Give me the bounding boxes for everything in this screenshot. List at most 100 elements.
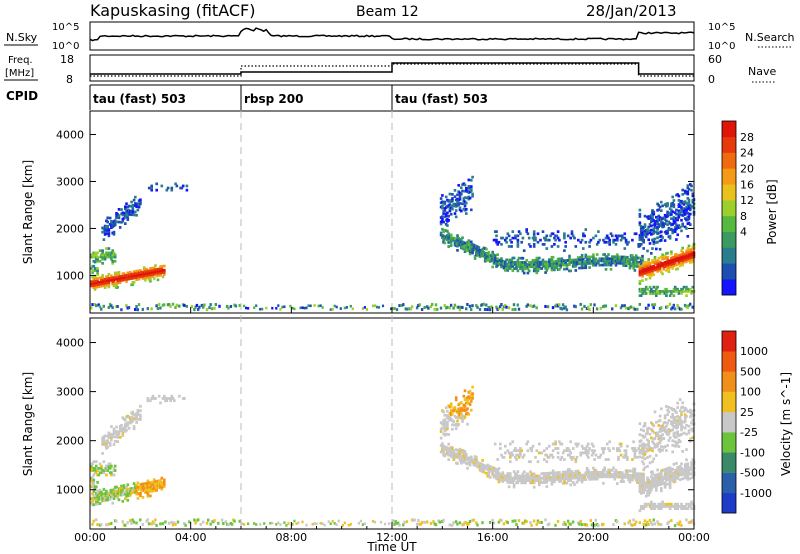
power-ground-cell — [502, 305, 506, 309]
power-cell — [160, 267, 164, 270]
velocity-cell — [126, 494, 130, 498]
power-cell — [535, 271, 539, 275]
power-cell — [101, 276, 104, 279]
power-cell — [670, 261, 673, 264]
velocity-cell — [633, 476, 637, 480]
power-cell — [668, 294, 672, 297]
velocity-ground-cell — [666, 522, 669, 526]
velocity-ground-cell — [657, 522, 660, 526]
power-cell — [110, 251, 113, 255]
power-cell — [602, 259, 605, 263]
power-cell — [517, 230, 521, 233]
power-cell — [476, 249, 479, 253]
velocity-ground-cell — [263, 522, 266, 525]
velocity-cell — [463, 389, 467, 393]
power-cell — [602, 253, 605, 256]
power-cell — [505, 236, 508, 240]
power-ground-cell — [501, 308, 504, 311]
power-ground-cell — [125, 304, 128, 308]
power-cell — [93, 288, 97, 291]
power-cell — [470, 178, 473, 182]
power-cell — [495, 238, 498, 242]
power-cell — [470, 189, 473, 193]
power-cell — [473, 248, 477, 252]
power-cell — [671, 195, 674, 199]
power-cell — [658, 267, 662, 270]
power-cell — [681, 188, 684, 192]
velocity-cell — [160, 487, 164, 491]
velocity-cell — [575, 472, 579, 475]
velocity-cell — [453, 456, 457, 460]
power-cell — [648, 231, 652, 235]
power-ground-cell — [169, 304, 172, 308]
velocity-cell — [559, 458, 562, 461]
velocity-cell — [680, 410, 683, 414]
power-ground-cell — [135, 305, 138, 309]
velocity-colorbar-swatch — [722, 492, 736, 514]
velocity-ground-cell — [129, 519, 132, 523]
velocity-cell — [462, 454, 466, 457]
power-ground-cell — [481, 303, 484, 307]
velocity-cell — [154, 397, 157, 400]
velocity-cell — [611, 475, 614, 479]
power-cell — [609, 232, 613, 236]
power-cell — [681, 287, 684, 291]
power-ground-cell — [229, 305, 233, 308]
velocity-cell — [501, 471, 505, 475]
velocity-cell — [632, 449, 635, 453]
power-cell — [446, 229, 449, 233]
velocity-cell — [614, 468, 618, 472]
velocity-cell — [120, 491, 123, 495]
power-ground-cell — [238, 304, 241, 307]
velocity-cell — [147, 481, 151, 485]
power-ground-cell — [146, 307, 149, 311]
velocity-cell — [670, 477, 673, 480]
velocity-cell — [608, 449, 611, 453]
power-cell — [604, 263, 608, 267]
power-cell — [677, 211, 681, 215]
velocity-cell — [149, 494, 152, 498]
velocity-ground-cell — [525, 520, 528, 524]
velocity-cell — [543, 474, 546, 478]
velocity-cell — [558, 440, 561, 444]
power-cell — [668, 234, 672, 238]
power-cell — [139, 202, 142, 206]
freq-right-tick-bottom: 0 — [708, 73, 715, 86]
power-cell — [439, 222, 443, 226]
power-cell — [686, 197, 690, 200]
power-cell — [115, 216, 118, 219]
power-cell — [452, 202, 455, 206]
velocity-cell — [554, 440, 557, 444]
power-cell — [560, 261, 564, 265]
power-cell — [105, 283, 108, 287]
power-cell — [471, 249, 474, 253]
power-cell — [538, 265, 541, 268]
velocity-ground-cell — [673, 524, 677, 528]
power-cell — [655, 292, 658, 295]
velocity-cell — [529, 460, 532, 464]
velocity-cell — [112, 490, 116, 494]
power-cell — [131, 208, 135, 211]
power-cell — [685, 253, 688, 257]
power-cell — [661, 261, 664, 265]
velocity-cell — [95, 460, 98, 464]
x-tick-label: 08:00 — [275, 531, 307, 544]
velocity-cell — [565, 472, 569, 476]
velocity-cell — [658, 419, 662, 422]
power-colorbar-swatch — [722, 247, 736, 264]
velocity-cell — [628, 469, 632, 473]
velocity-ground-cell — [139, 518, 142, 522]
velocity-cell — [666, 430, 669, 434]
velocity-cell — [574, 460, 578, 464]
power-cell — [465, 186, 468, 190]
power-cell — [110, 278, 113, 282]
velocity-ground-cell — [383, 522, 387, 526]
power-cell — [665, 294, 668, 297]
power-ground-cell — [126, 306, 129, 310]
power-cell — [150, 186, 153, 190]
power-cell — [660, 234, 663, 238]
velocity-cell — [110, 471, 113, 475]
power-cell — [682, 207, 686, 210]
velocity-cell — [686, 473, 690, 477]
velocity-cell — [651, 429, 654, 433]
